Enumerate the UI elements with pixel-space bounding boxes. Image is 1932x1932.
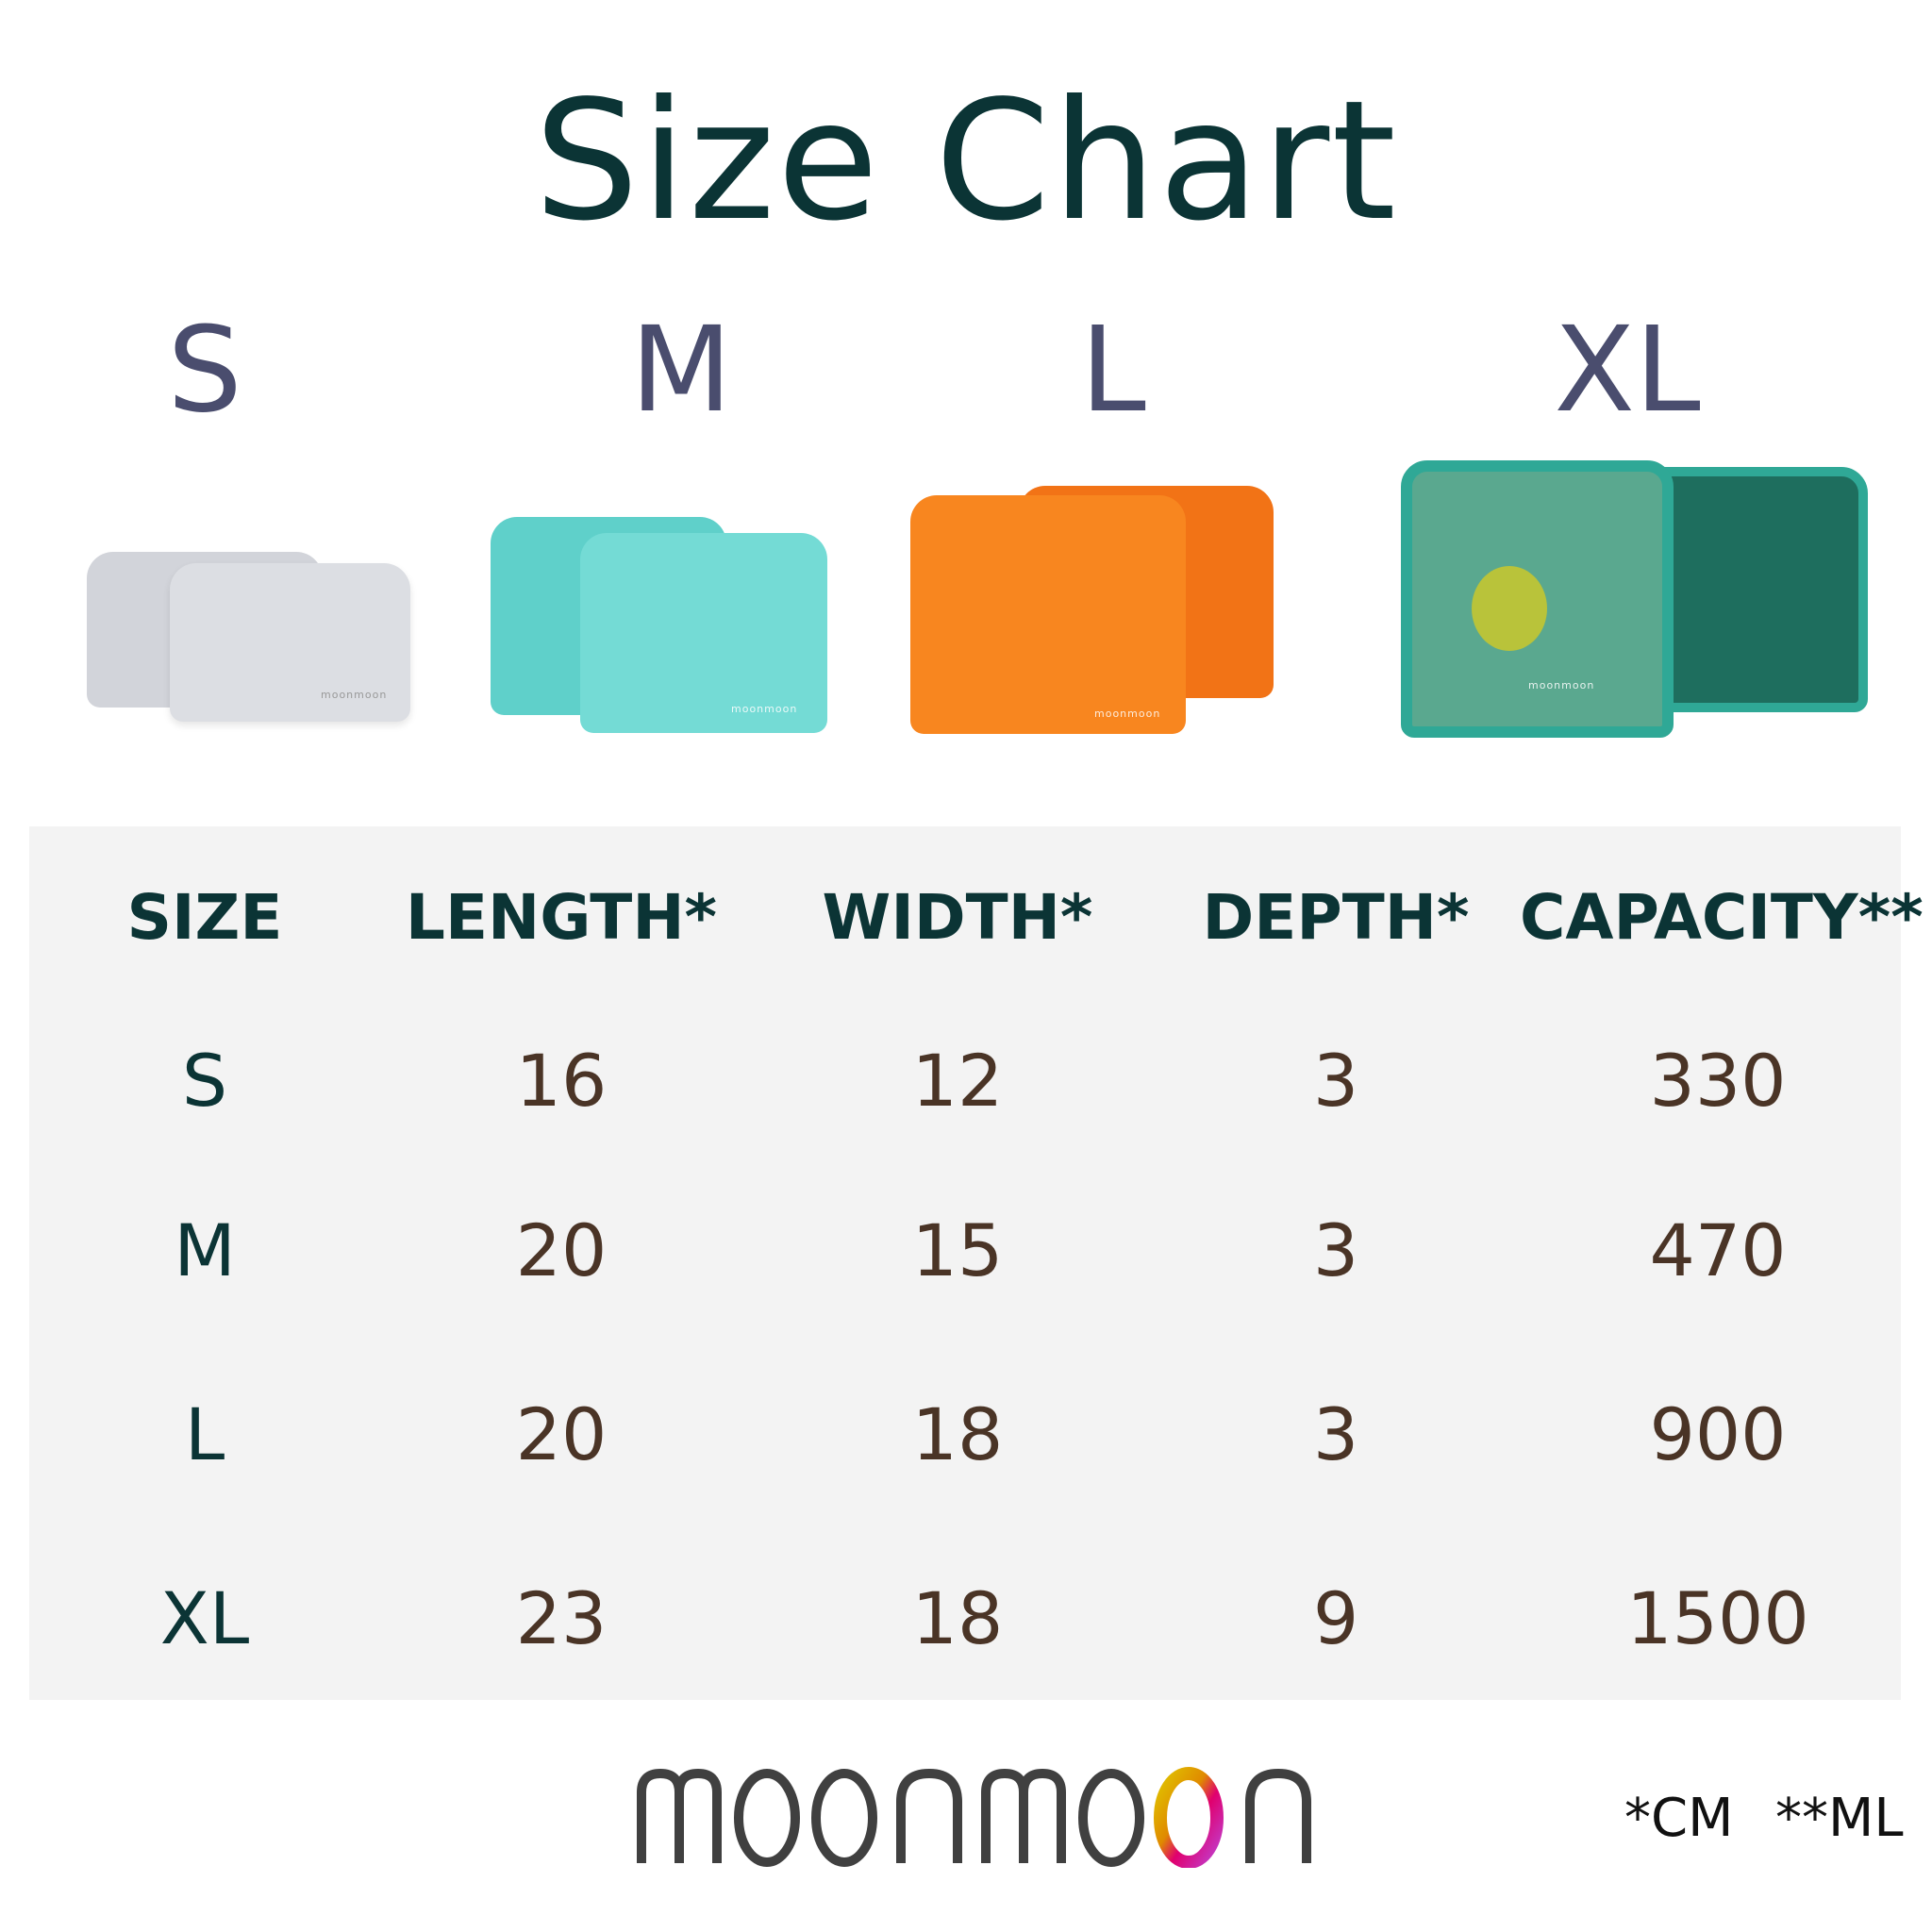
row-size: XL xyxy=(159,1576,250,1660)
size-table: SIZE LENGTH* WIDTH* DEPTH* CAPACITY** S 1… xyxy=(29,826,1924,1700)
row-value-depth: 3 xyxy=(1312,1208,1359,1292)
bag-brand-m: moonmoon xyxy=(731,703,798,715)
header-length: LENGTH* xyxy=(405,881,718,954)
row-value-width: 18 xyxy=(911,1392,1004,1476)
row-value-capacity: 1500 xyxy=(1626,1576,1809,1660)
row-size: M xyxy=(174,1208,236,1292)
page-title: Size Chart xyxy=(534,66,1398,258)
row-value-depth: 3 xyxy=(1312,1392,1359,1476)
size-label-l: L xyxy=(1080,302,1146,439)
row-value-width: 18 xyxy=(911,1576,1004,1660)
header-capacity: CAPACITY** xyxy=(1520,881,1924,954)
row-size: L xyxy=(184,1392,225,1476)
size-label-s: S xyxy=(167,302,242,439)
row-value-capacity: 470 xyxy=(1649,1208,1787,1292)
row-value-length: 16 xyxy=(515,1039,608,1123)
bag-brand-l: moonmoon xyxy=(1094,708,1161,720)
header-depth: DEPTH* xyxy=(1202,881,1470,954)
row-value-depth: 9 xyxy=(1312,1576,1359,1660)
bag-brand-xl: moonmoon xyxy=(1528,679,1595,691)
row-value-depth: 3 xyxy=(1312,1039,1359,1123)
row-value-length: 20 xyxy=(515,1392,608,1476)
header-width: WIDTH* xyxy=(822,881,1093,954)
row-value-width: 12 xyxy=(911,1039,1004,1123)
size-label-m: M xyxy=(630,302,732,439)
row-size: S xyxy=(181,1039,228,1123)
size-label-xl: XL xyxy=(1554,302,1701,439)
row-value-capacity: 330 xyxy=(1649,1039,1787,1123)
footnote-ml: **ML xyxy=(1775,1788,1904,1849)
row-value-width: 15 xyxy=(911,1208,1004,1292)
row-value-length: 23 xyxy=(515,1576,608,1660)
row-value-length: 20 xyxy=(515,1208,608,1292)
moonmoon-logo xyxy=(637,1767,1311,1868)
bag-brand-s: moonmoon xyxy=(321,689,388,701)
footnote-cm: *CM xyxy=(1624,1788,1734,1849)
header-size: SIZE xyxy=(126,881,283,954)
row-value-capacity: 900 xyxy=(1649,1392,1787,1476)
